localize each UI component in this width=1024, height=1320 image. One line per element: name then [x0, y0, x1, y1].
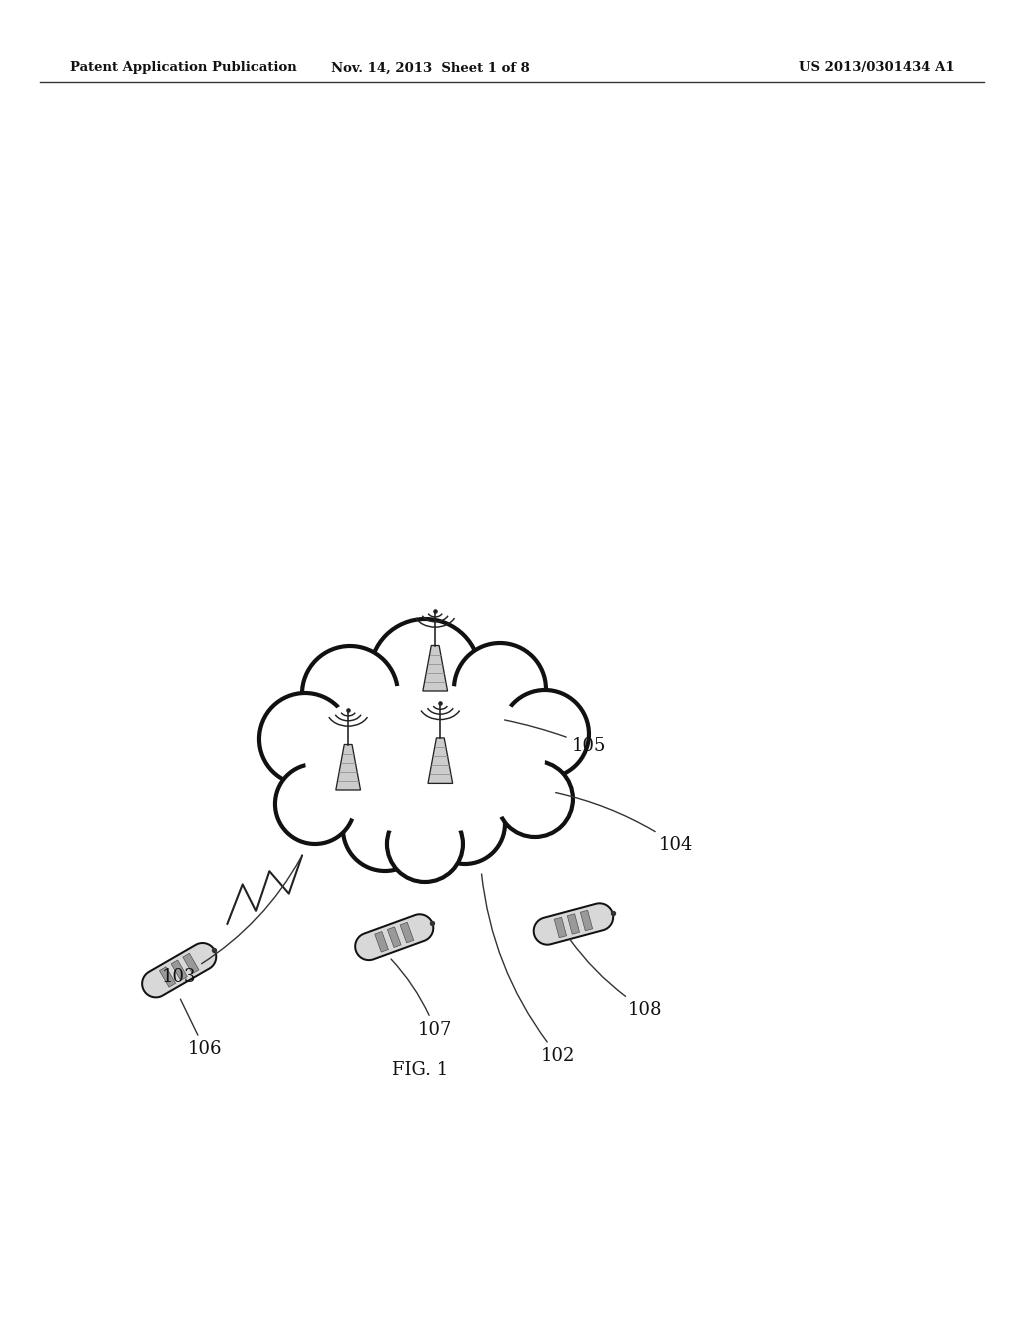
Circle shape — [259, 693, 351, 785]
Circle shape — [370, 619, 480, 729]
Text: 106: 106 — [180, 999, 222, 1059]
Polygon shape — [160, 966, 175, 987]
Text: US 2013/0301434 A1: US 2013/0301434 A1 — [800, 62, 955, 74]
Circle shape — [387, 807, 463, 882]
Polygon shape — [400, 923, 414, 942]
Polygon shape — [428, 738, 453, 783]
Text: 103: 103 — [162, 858, 301, 986]
Polygon shape — [355, 915, 433, 960]
Ellipse shape — [305, 684, 545, 834]
Polygon shape — [423, 645, 447, 690]
Polygon shape — [142, 942, 216, 998]
Polygon shape — [567, 913, 580, 935]
Circle shape — [501, 690, 589, 777]
Polygon shape — [171, 960, 187, 981]
Circle shape — [425, 784, 505, 865]
Text: Patent Application Publication: Patent Application Publication — [70, 62, 297, 74]
Polygon shape — [375, 932, 388, 952]
Text: FIG. 1: FIG. 1 — [392, 1061, 449, 1078]
Ellipse shape — [275, 664, 574, 854]
Polygon shape — [581, 911, 593, 931]
Polygon shape — [183, 953, 199, 974]
Text: 104: 104 — [556, 792, 693, 854]
Circle shape — [302, 645, 398, 742]
Circle shape — [497, 762, 573, 837]
Polygon shape — [534, 903, 613, 945]
Text: 108: 108 — [570, 940, 663, 1019]
Circle shape — [463, 742, 547, 826]
Circle shape — [343, 787, 427, 871]
Text: 102: 102 — [481, 874, 575, 1065]
Text: Nov. 14, 2013  Sheet 1 of 8: Nov. 14, 2013 Sheet 1 of 8 — [331, 62, 529, 74]
Polygon shape — [387, 927, 401, 948]
Circle shape — [301, 744, 389, 833]
Text: 107: 107 — [391, 960, 453, 1039]
Circle shape — [275, 764, 355, 843]
Polygon shape — [554, 917, 566, 937]
Text: 105: 105 — [505, 719, 606, 755]
Circle shape — [454, 643, 546, 735]
Polygon shape — [336, 744, 360, 789]
